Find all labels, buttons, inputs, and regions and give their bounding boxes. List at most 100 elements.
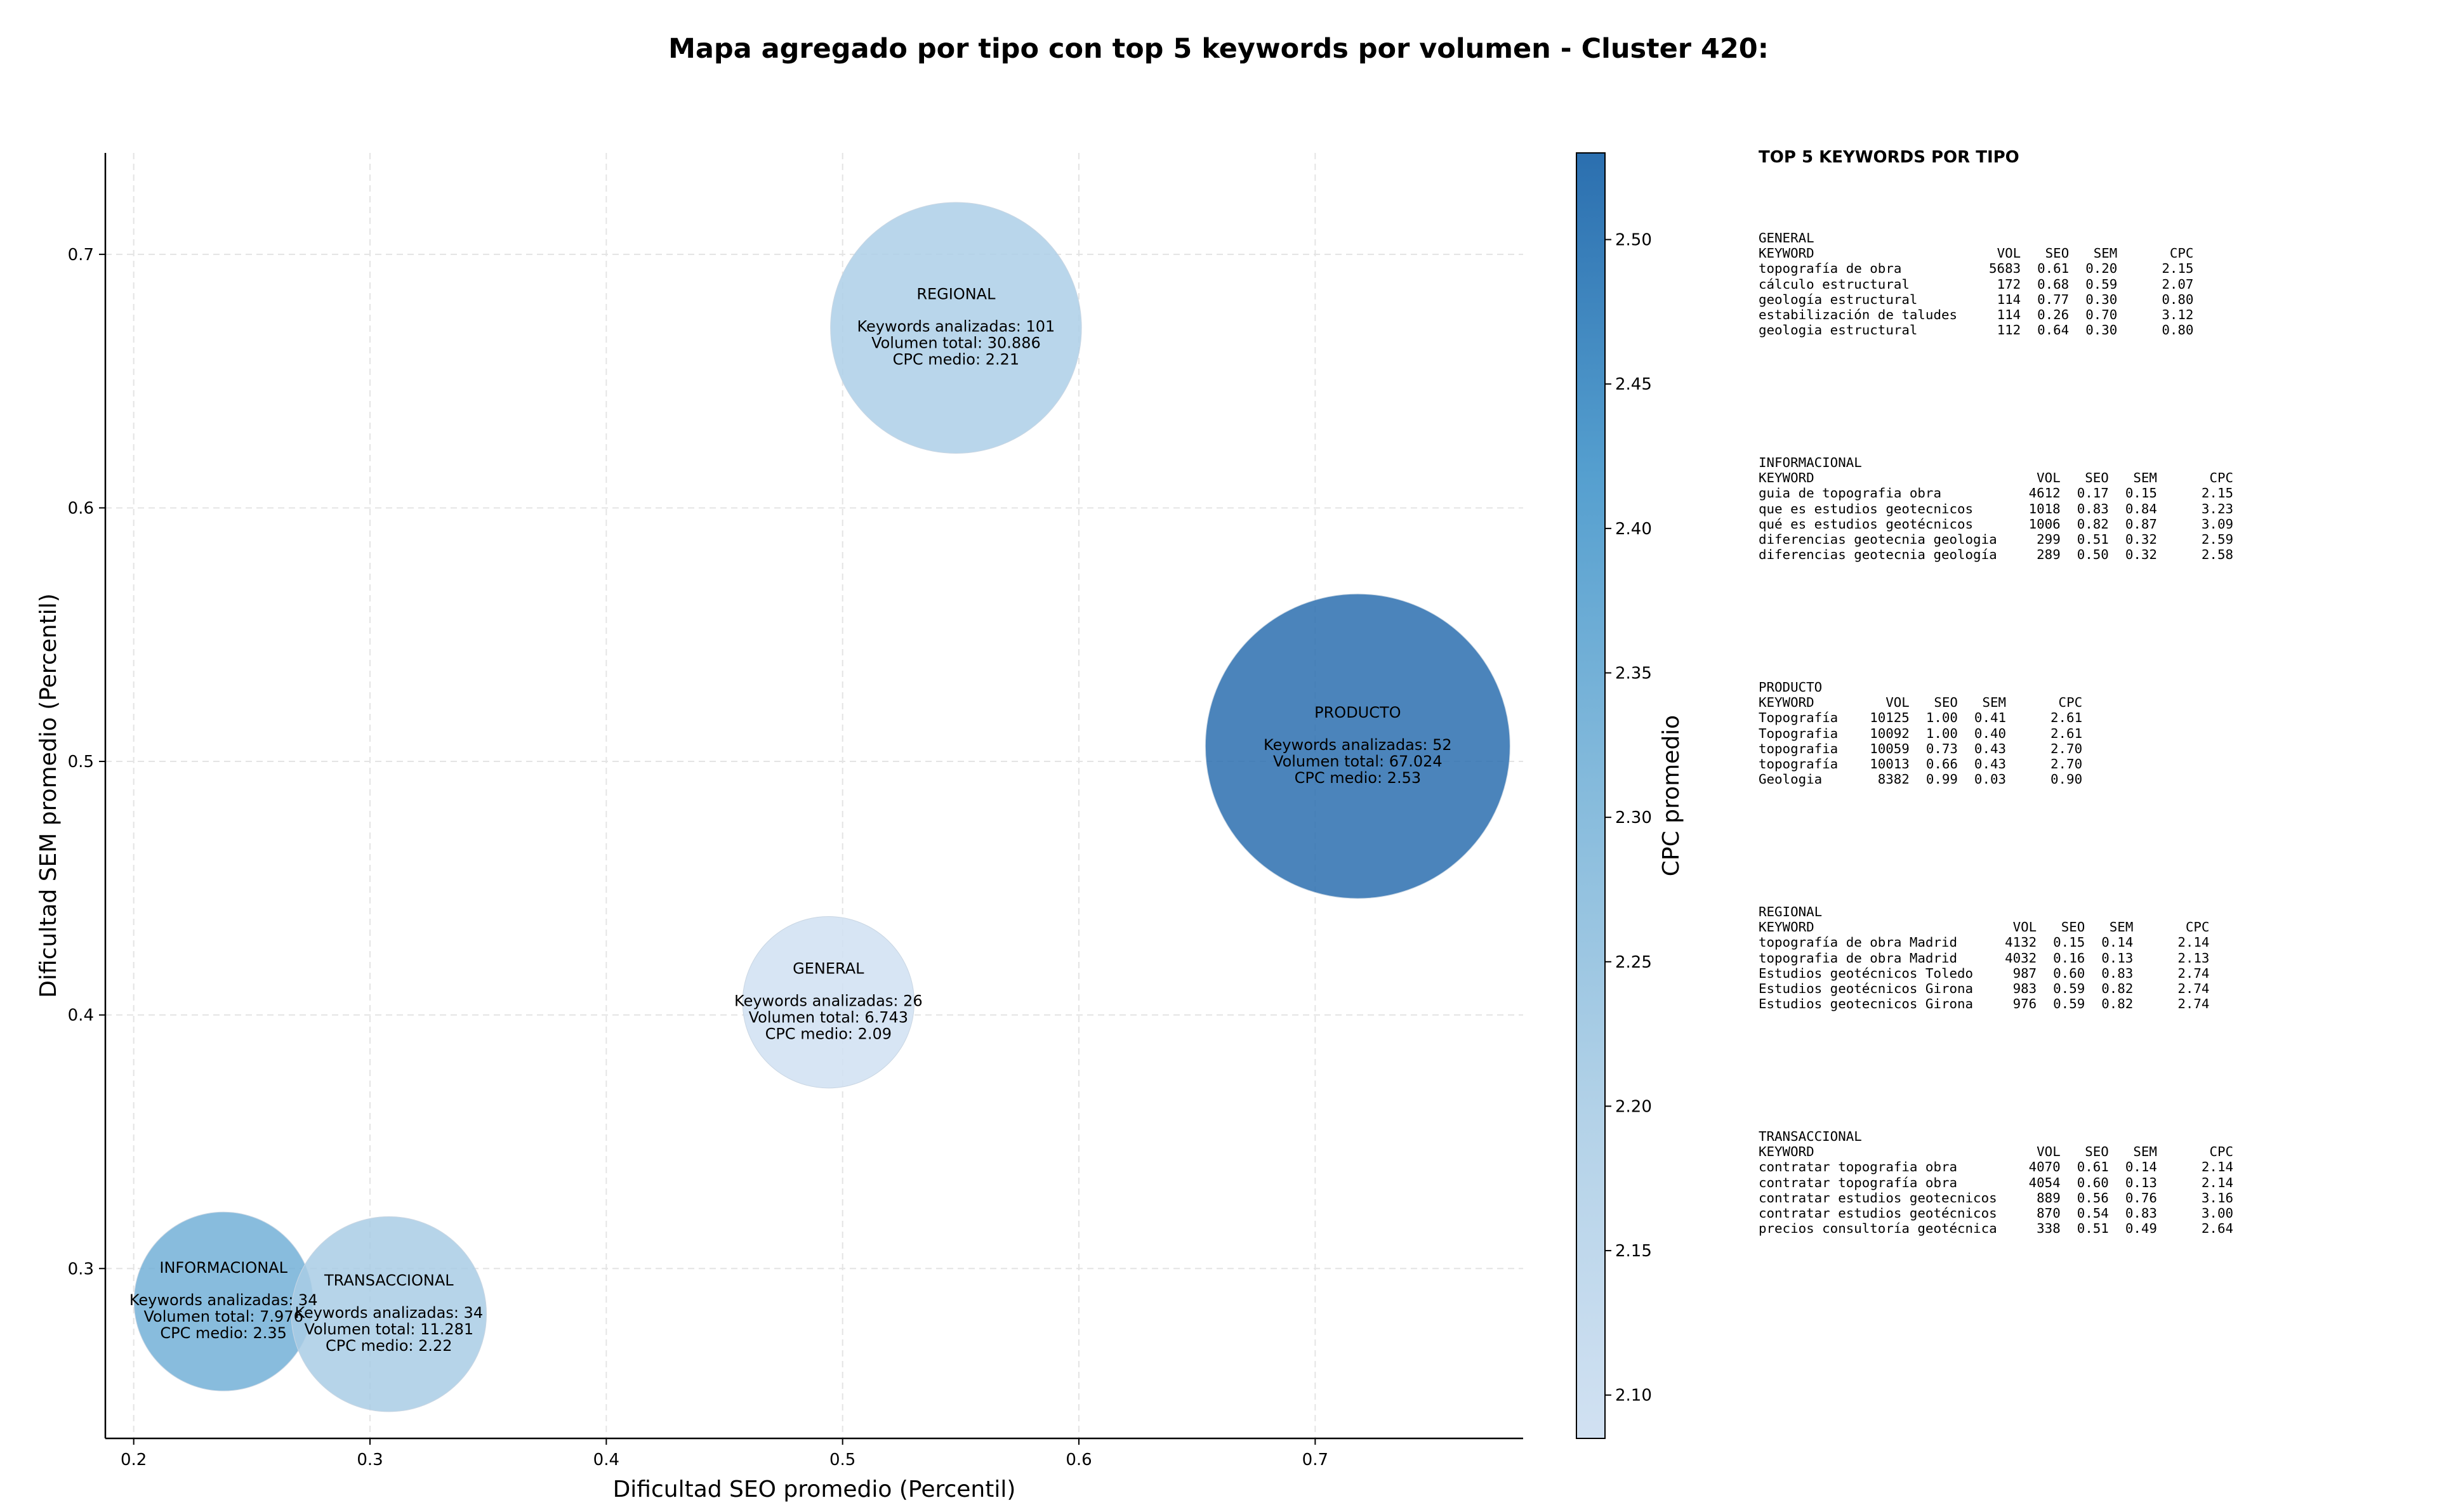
x-tick-label: 0.2: [121, 1450, 147, 1469]
bubble-stat: CPC medio: 2.09: [765, 1025, 892, 1043]
bubble-regional: [830, 202, 1082, 454]
table-row: que es estudios geotecnicos 1018 0.83 0.84 3…: [1759, 501, 2233, 516]
bubble-stat: Keywords analizadas: 34: [129, 1291, 318, 1309]
table-cell: 2.13: [2177, 950, 2210, 966]
table-cell: 0.90: [2051, 772, 2083, 787]
table-cell: Estudios geotécnicos Girona: [1759, 981, 1974, 997]
table-row: Topografía 10125 1.00 0.41 2.61: [1759, 710, 2082, 725]
column-header: SEM: [2109, 919, 2134, 935]
table-cell: 1006: [2028, 516, 2061, 532]
table-row: Geologia 8382 0.99 0.03 0.90: [1759, 772, 2082, 787]
column-header: SEM: [2133, 470, 2157, 486]
bubble-name: PRODUCTO: [1314, 704, 1401, 721]
bubble-transaccional: [291, 1216, 487, 1412]
table-cell: 4612: [2028, 485, 2061, 501]
group-name: REGIONAL: [1759, 904, 1823, 919]
table-row: Estudios geotecnicos Girona 976 0.59 0.82 2.…: [1759, 996, 2209, 1011]
table-cell: 870: [2037, 1206, 2061, 1221]
table-cell: topografia: [1759, 740, 1839, 756]
bubble-stat: CPC medio: 2.22: [326, 1337, 452, 1355]
table-row: Estudios geotécnicos Girona 983 0.59 0.82 2.…: [1759, 981, 2209, 996]
table-row: topografía de obra Madrid 4132 0.15 0.14 2.1…: [1759, 935, 2209, 950]
column-header: CPC: [2058, 695, 2083, 711]
x-tick-label: 0.5: [829, 1450, 855, 1469]
table-cell: 0.76: [2125, 1190, 2157, 1206]
table-cell: 2.64: [2201, 1221, 2233, 1237]
table-cell: 0.77: [2037, 291, 2070, 307]
table-row: topografía 10013 0.66 0.43 2.70: [1759, 756, 2082, 772]
y-tick-label: 0.4: [68, 1006, 94, 1025]
table-row: geología estructural 114 0.77 0.30 0.80: [1759, 292, 2193, 307]
table-cell: 114: [1997, 291, 2021, 307]
colorbar-label: CPC promedio: [1658, 715, 1684, 876]
keyword-table: KEYWORD VOL SEO SEM CPC topografía de obra 568…: [1759, 246, 2193, 338]
table-cell: Estudios geotécnicos Toledo: [1759, 965, 1974, 981]
table-cell: diferencias geotecnia geologia: [1759, 532, 1997, 548]
column-header: SEM: [2133, 1144, 2157, 1160]
table-cell: 0.64: [2037, 322, 2070, 338]
column-header: VOL: [1997, 246, 2021, 261]
bubble-stat: Volumen total: 6.743: [749, 1009, 908, 1027]
group-name: PRODUCTO: [1759, 680, 1823, 695]
axes: 0.2 0.3 0.4 0.5 0.6 0.7 0.3 0.4 0.5 0.6 0.7 Dificul…: [36, 153, 1523, 1502]
table-row: cálculo estructural 172 0.68 0.59 2.07: [1759, 277, 2193, 292]
table-cell: 4054: [2028, 1174, 2061, 1190]
bubble-stat: Keywords analizadas: 26: [734, 992, 923, 1010]
column-header: SEO: [2085, 1144, 2109, 1160]
table-cell: 0.80: [2162, 291, 2194, 307]
table-row: contratar topografía obra 4054 0.60 0.13 2.1…: [1759, 1175, 2233, 1190]
group-regional: REGIONAL KEYWORD VOL SEO SEM CPC topografía de…: [1759, 904, 2209, 1011]
bubble-stat: CPC medio: 2.53: [1295, 769, 1422, 787]
bubble-stat: Volumen total: 11.281: [304, 1320, 473, 1338]
column-header: SEO: [1934, 695, 1958, 711]
column-header: KEYWORD: [1759, 246, 1814, 261]
table-cell: 10013: [1870, 756, 1910, 772]
table-cell: 2.59: [2201, 532, 2233, 548]
x-tick-label: 0.3: [357, 1450, 383, 1469]
column-header: SEO: [2045, 246, 2070, 261]
colorbar-tick-label: 2.30: [1615, 808, 1652, 827]
colorbar-tick-label: 2.40: [1615, 520, 1652, 539]
colorbar-gradient: [1576, 152, 1606, 1439]
x-tick-label: 0.7: [1302, 1450, 1328, 1469]
table-cell: 0.13: [2125, 1174, 2157, 1190]
table-cell: 0.59: [2053, 981, 2085, 997]
column-header: VOL: [2012, 919, 2037, 935]
table-cell: 0.49: [2125, 1221, 2157, 1237]
y-tick-label: 0.3: [68, 1259, 94, 1279]
table-cell: 0.73: [1925, 740, 1958, 756]
group-name: INFORMACIONAL: [1759, 455, 1862, 470]
table-cell: 0.26: [2037, 307, 2070, 323]
table-cell: topografía de obra: [1759, 261, 1902, 277]
table-cell: contratar topografía obra: [1759, 1174, 1958, 1190]
table-cell: 2.61: [2051, 710, 2083, 726]
bubble-stat: Keywords analizadas: 34: [294, 1304, 483, 1322]
table-cell: Topografía: [1759, 710, 1839, 726]
bubble-stat: Keywords analizadas: 101: [857, 318, 1055, 336]
table-cell: 0.32: [2125, 532, 2157, 548]
table-cell: precios consultoría geotécnica: [1759, 1221, 1997, 1237]
table-cell: 2.70: [2051, 740, 2083, 756]
table-cell: 2.14: [2201, 1159, 2233, 1175]
table-row: geologia estructural 112 0.64 0.30 0.80: [1759, 322, 2193, 338]
table-cell: contratar estudios geotécnicos: [1759, 1206, 1997, 1221]
table-cell: 0.20: [2085, 261, 2118, 277]
table-cell: 0.83: [2077, 501, 2109, 516]
keyword-table: KEYWORD VOL SEO SEM CPC topografía de obra Ma…: [1759, 919, 2209, 1011]
table-cell: 0.43: [1974, 756, 2007, 772]
table-cell: 4070: [2028, 1159, 2061, 1175]
group-producto: PRODUCTO KEYWORD VOL SEO SEM CPC Topografía 101…: [1759, 680, 2082, 787]
table-cell: 0.82: [2101, 981, 2134, 997]
group-name: GENERAL: [1759, 230, 1814, 246]
table-cell: topografía: [1759, 756, 1839, 772]
table-cell: 0.82: [2101, 996, 2134, 1012]
bubble-stat: CPC medio: 2.21: [893, 351, 1020, 369]
table-cell: 2.70: [2051, 756, 2083, 772]
table-cell: 2.58: [2201, 547, 2233, 563]
bubble-name: GENERAL: [793, 960, 864, 978]
table-cell: Geologia: [1759, 772, 1823, 787]
table-cell: estabilización de taludes: [1759, 307, 1958, 323]
group-transaccional: TRANSACCIONAL KEYWORD VOL SEO SEM CPC contrata…: [1759, 1129, 2233, 1236]
table-cell: geología estructural: [1759, 291, 1918, 307]
